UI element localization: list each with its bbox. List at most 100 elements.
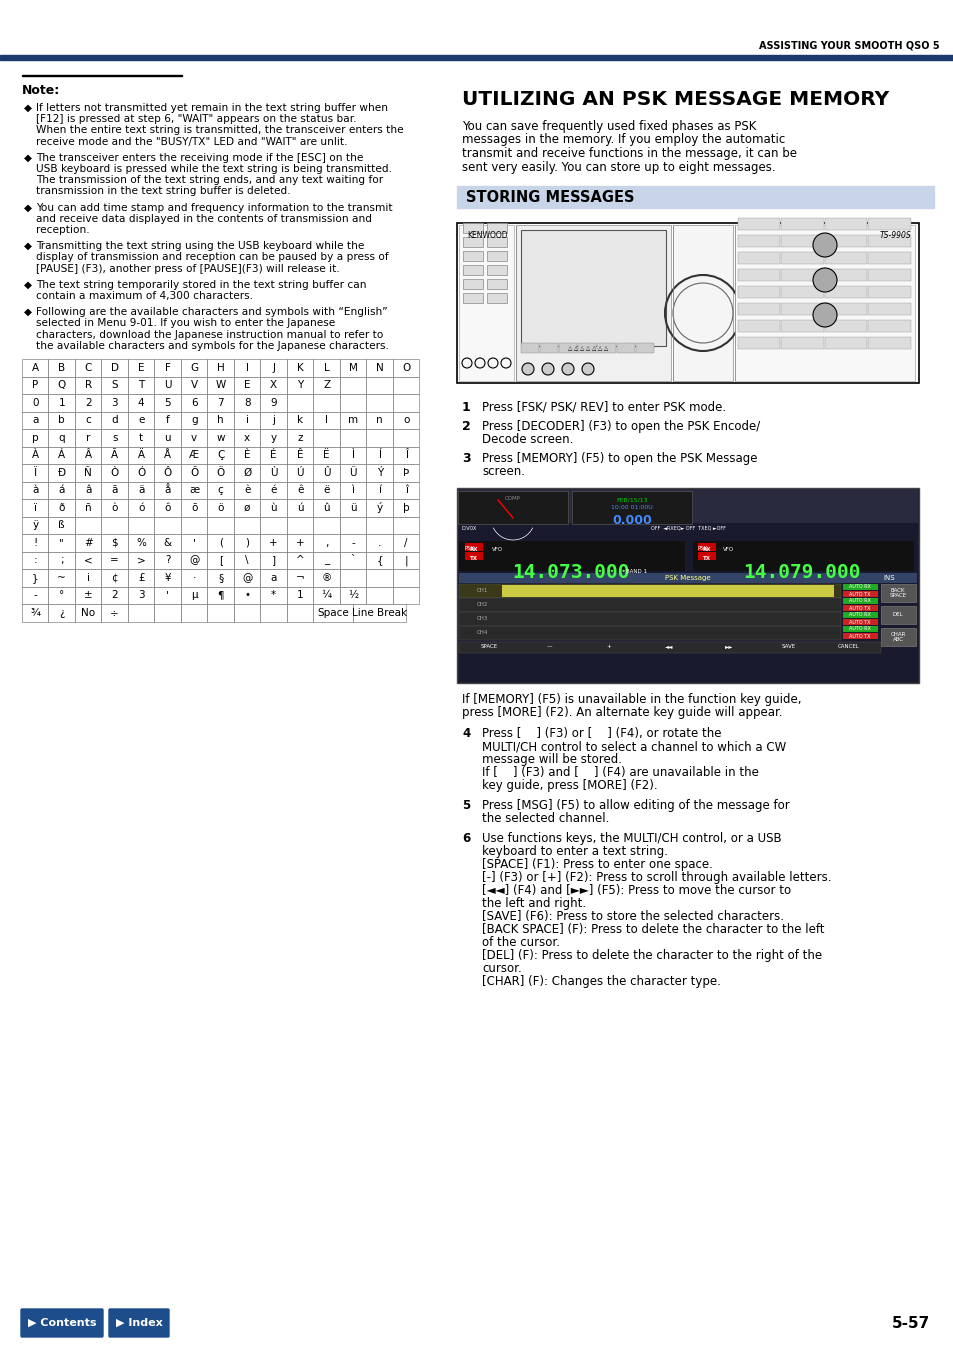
Bar xyxy=(867,217,910,230)
Text: @: @ xyxy=(189,555,199,566)
Text: g: g xyxy=(191,416,197,425)
Bar xyxy=(260,359,287,377)
Text: `: ` xyxy=(351,555,355,566)
Text: n: n xyxy=(376,416,383,425)
Text: ÿ: ÿ xyxy=(32,520,38,531)
Bar xyxy=(287,359,314,377)
Text: Press [FSK/ PSK/ REV] to enter PSK mode.: Press [FSK/ PSK/ REV] to enter PSK mode. xyxy=(481,401,725,414)
Text: 10:00 01:00U: 10:00 01:00U xyxy=(611,505,652,510)
Text: ¶: ¶ xyxy=(217,590,224,601)
Bar xyxy=(738,252,780,265)
Bar xyxy=(101,603,128,621)
Bar xyxy=(260,568,287,586)
Text: selected in Menu 9-01. If you wish to enter the Japanese: selected in Menu 9-01. If you wish to en… xyxy=(36,319,335,328)
Bar xyxy=(208,603,233,621)
Text: 5: 5 xyxy=(461,799,470,811)
Text: Û: Û xyxy=(323,467,330,478)
Text: ?: ? xyxy=(165,555,171,566)
Bar xyxy=(75,517,101,535)
Bar xyxy=(0,55,953,59)
Text: CH1: CH1 xyxy=(476,589,488,594)
Text: ]: ] xyxy=(272,555,275,566)
Text: d: d xyxy=(112,416,118,425)
Text: ▶ Index: ▶ Index xyxy=(115,1318,162,1328)
Text: [BACK SPACE] (F): Press to delete the character to the left: [BACK SPACE] (F): Press to delete the ch… xyxy=(481,923,823,936)
Bar xyxy=(22,517,49,535)
Text: D.VOX: D.VOX xyxy=(461,526,476,531)
Bar xyxy=(366,412,393,429)
Text: PSK: PSK xyxy=(698,545,707,551)
Text: [-] (F3) or [+] (F2): Press to scroll through available letters.: [-] (F3) or [+] (F2): Press to scroll th… xyxy=(481,871,831,884)
Bar xyxy=(233,603,260,621)
Text: E: E xyxy=(138,363,144,373)
Text: Ñ: Ñ xyxy=(84,467,92,478)
Bar xyxy=(287,568,314,586)
Bar xyxy=(287,394,314,412)
Bar xyxy=(314,568,339,586)
Text: ,: , xyxy=(325,537,328,548)
Bar xyxy=(393,586,419,603)
Text: ◆: ◆ xyxy=(24,103,32,113)
Text: If letters not transmitted yet remain in the text string buffer when: If letters not transmitted yet remain in… xyxy=(36,103,388,113)
Text: ý: ý xyxy=(376,502,382,513)
Text: 14.079.000: 14.079.000 xyxy=(742,563,860,582)
Text: ◄◄: ◄◄ xyxy=(664,644,673,649)
Bar xyxy=(393,517,419,535)
Bar xyxy=(539,343,558,352)
Bar xyxy=(128,377,154,394)
Bar xyxy=(75,394,101,412)
Text: è: è xyxy=(244,485,251,495)
Bar xyxy=(486,223,506,234)
Text: AUTO RX: AUTO RX xyxy=(848,585,870,590)
Bar xyxy=(208,447,233,464)
Text: @: @ xyxy=(242,572,253,583)
Bar xyxy=(462,265,482,275)
Text: Ü: Ü xyxy=(349,467,356,478)
Text: DEL: DEL xyxy=(892,613,902,617)
Bar xyxy=(128,412,154,429)
Text: Ì: Ì xyxy=(352,451,355,460)
Text: U: U xyxy=(164,381,172,390)
Text: UTILIZING AN PSK MESSAGE MEMORY: UTILIZING AN PSK MESSAGE MEMORY xyxy=(461,90,888,109)
Bar xyxy=(233,464,260,482)
Text: Ò: Ò xyxy=(111,467,119,478)
Text: PSK Message: PSK Message xyxy=(664,575,710,580)
Text: No: No xyxy=(81,608,95,618)
Bar xyxy=(781,235,823,247)
Bar xyxy=(128,500,154,517)
Bar xyxy=(462,279,482,289)
Bar xyxy=(208,586,233,603)
Text: Ê: Ê xyxy=(296,451,303,460)
Text: ASSISTING YOUR SMOOTH QSO 5: ASSISTING YOUR SMOOTH QSO 5 xyxy=(759,40,939,51)
Bar xyxy=(233,586,260,603)
Text: Transmitting the text string using the USB keyboard while the: Transmitting the text string using the U… xyxy=(36,242,364,251)
Text: +: + xyxy=(269,537,277,548)
Bar xyxy=(260,552,287,568)
Text: You can add time stamp and frequency information to the transmit: You can add time stamp and frequency inf… xyxy=(36,202,393,212)
Text: â: â xyxy=(85,485,91,495)
Text: p: p xyxy=(31,433,38,443)
Bar xyxy=(880,628,915,647)
Bar xyxy=(781,338,823,350)
Text: æ: æ xyxy=(189,485,199,495)
Bar xyxy=(181,359,208,377)
Bar xyxy=(181,429,208,447)
Bar xyxy=(520,343,538,352)
Bar xyxy=(287,377,314,394)
Bar xyxy=(520,230,665,346)
Text: If [MEMORY] (F5) is unavailable in the function key guide,: If [MEMORY] (F5) is unavailable in the f… xyxy=(461,693,801,706)
Bar xyxy=(738,302,780,315)
FancyBboxPatch shape xyxy=(109,1310,169,1336)
Bar xyxy=(260,394,287,412)
Bar xyxy=(101,359,128,377)
Text: AUTO RX: AUTO RX xyxy=(848,598,870,603)
Text: é: é xyxy=(271,485,276,495)
Bar xyxy=(181,482,208,500)
Text: STORING MESSAGES: STORING MESSAGES xyxy=(465,189,634,204)
Bar xyxy=(456,487,918,683)
Bar xyxy=(867,269,910,281)
Circle shape xyxy=(581,363,594,375)
Text: 0.000: 0.000 xyxy=(612,514,651,526)
Text: ▶ Contents: ▶ Contents xyxy=(28,1318,96,1328)
Bar xyxy=(457,489,917,522)
